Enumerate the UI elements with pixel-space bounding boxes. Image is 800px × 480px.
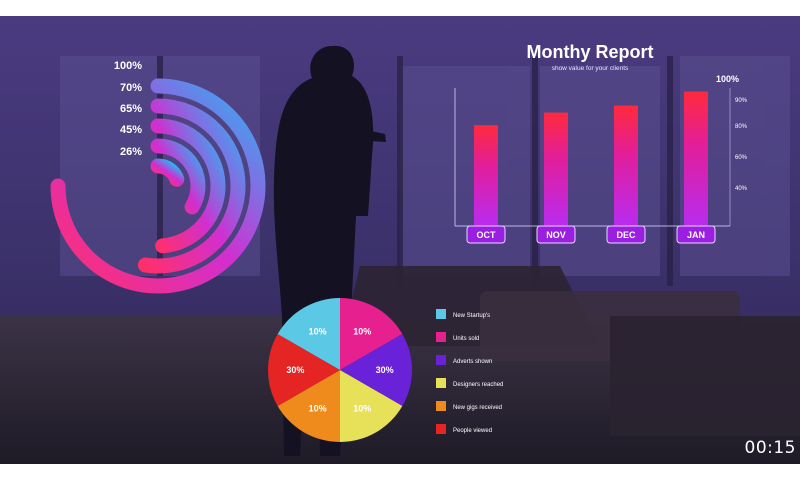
pie-slice-0 bbox=[277, 298, 340, 370]
legend-swatch-1 bbox=[436, 332, 446, 342]
legend-swatch-2 bbox=[436, 355, 446, 365]
bar-y-tick-1: 80% bbox=[735, 124, 748, 130]
bar-label-box-jan bbox=[676, 225, 716, 244]
pie-slice-label-3: 10% bbox=[353, 404, 371, 414]
bar-dec bbox=[614, 105, 638, 226]
legend-label-4: New gigs received bbox=[453, 405, 502, 411]
pie-slice-label-0: 10% bbox=[309, 326, 327, 336]
radial-label-2: 65% bbox=[120, 103, 142, 115]
pie-slice-label-1: 10% bbox=[353, 326, 371, 336]
legend-swatch-0 bbox=[436, 309, 446, 319]
bar-y-max-label: 100% bbox=[716, 74, 739, 84]
bar-label-oct: OCT bbox=[477, 230, 497, 240]
radial-chart: 100% 70% 65% 45% 26% bbox=[50, 60, 266, 294]
legend-swatch-4 bbox=[436, 401, 446, 411]
legend-label-3: Designers reached bbox=[453, 382, 503, 388]
radial-ring-2 bbox=[150, 118, 226, 254]
radial-ring-3 bbox=[150, 138, 206, 215]
bar-chart-title: Monthy Report bbox=[527, 42, 654, 62]
legend-label-2: Adverts shown bbox=[453, 359, 492, 365]
bar-label-jan: JAN bbox=[687, 230, 705, 240]
radial-label-4: 26% bbox=[120, 146, 142, 158]
bar-chart-subtitle: show value for your clients bbox=[552, 65, 629, 72]
bar-y-tick-3: 40% bbox=[735, 186, 748, 192]
radial-label-3: 45% bbox=[120, 124, 142, 136]
pie-slice-2 bbox=[340, 334, 412, 406]
bar-label-box-nov bbox=[536, 225, 576, 244]
pie-slice-3 bbox=[340, 370, 403, 442]
bar-y-tick-2: 60% bbox=[735, 155, 748, 161]
pie-chart: 10% 30% 10% 10% 30% 10% bbox=[268, 298, 412, 442]
bar-label-box-oct bbox=[466, 225, 506, 244]
pie-slice-4 bbox=[277, 370, 340, 442]
legend-label-1: Units sold bbox=[453, 336, 479, 342]
radial-label-0: 100% bbox=[114, 60, 142, 72]
legend-swatch-3 bbox=[436, 378, 446, 388]
legend-label-5: People viewed bbox=[453, 428, 492, 434]
pie-slice-1 bbox=[340, 298, 403, 370]
legend-label-0: New Startup's bbox=[453, 313, 490, 319]
bar-label-dec: DEC bbox=[616, 230, 636, 240]
infographic-overlay: 100% 70% 65% 45% 26% Monthy Report show … bbox=[50, 42, 748, 442]
video-timecode: 00:15 bbox=[744, 438, 796, 458]
legend-swatch-5 bbox=[436, 424, 446, 434]
pie-slice-5 bbox=[268, 334, 340, 406]
radial-ring-0 bbox=[50, 78, 266, 294]
video-player[interactable]: 100% 70% 65% 45% 26% Monthy Report show … bbox=[0, 16, 800, 464]
bar-y-tick-0: 90% bbox=[735, 98, 748, 104]
pie-slice-label-2: 30% bbox=[376, 365, 394, 375]
bar-label-box-dec bbox=[606, 225, 646, 244]
bar-nov bbox=[544, 112, 568, 226]
bar-jan bbox=[684, 91, 708, 226]
pie-slice-label-4: 10% bbox=[309, 404, 327, 414]
pie-legend: New Startup's Units sold Adverts shown Desi… bbox=[436, 309, 503, 434]
pie-slice-label-5: 30% bbox=[286, 365, 304, 375]
radial-label-1: 70% bbox=[120, 82, 142, 94]
bar-label-nov: NOV bbox=[546, 230, 566, 240]
bar-chart: Monthy Report show value for your client… bbox=[454, 42, 748, 244]
bar-oct bbox=[474, 125, 498, 226]
radial-ring-4 bbox=[150, 158, 185, 187]
radial-ring-1 bbox=[137, 98, 246, 274]
